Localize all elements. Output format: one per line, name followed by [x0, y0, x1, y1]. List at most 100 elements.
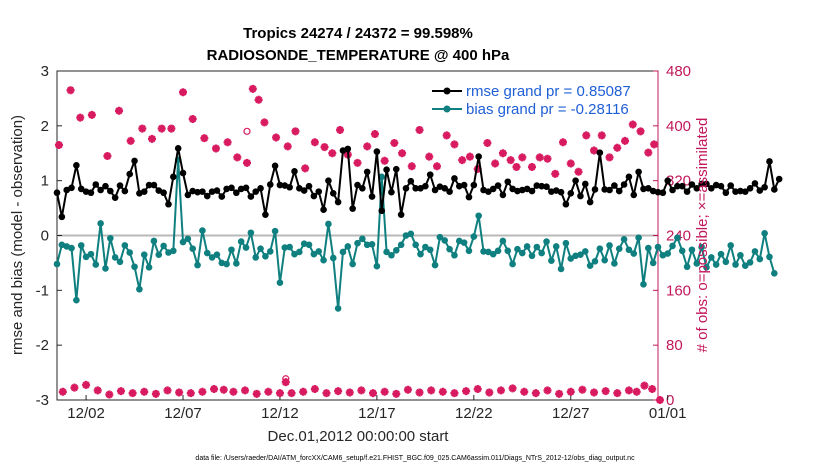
obs-assimilated-point — [390, 138, 399, 147]
y-left-tick-label: 3 — [41, 63, 49, 80]
obs-assimilated-point — [506, 156, 515, 165]
bias-point — [325, 220, 332, 228]
bias-point — [606, 242, 613, 249]
rmse-point — [640, 185, 647, 193]
obs-assimilated-point — [518, 153, 527, 162]
rmse-point — [557, 188, 565, 196]
bias-point — [426, 246, 434, 254]
rmse-series — [53, 145, 783, 221]
rmse-point — [276, 181, 284, 189]
rmse-point — [567, 189, 575, 197]
bias-point — [552, 243, 560, 250]
bias-point — [102, 265, 109, 272]
bias-point — [470, 233, 478, 240]
obs-assimilated-point — [527, 162, 536, 171]
bias-point — [766, 253, 773, 261]
obs-assimilated-point — [82, 380, 91, 389]
rmse-point — [257, 185, 264, 192]
bias-point — [756, 255, 764, 263]
obs-assimilated-point — [555, 389, 564, 398]
bias-point — [596, 245, 604, 252]
bias-point — [111, 254, 119, 261]
y-left-tick-label: 1 — [41, 173, 49, 190]
bias-point — [567, 255, 575, 262]
bias-point — [528, 252, 536, 260]
obs-assimilated-point — [398, 149, 407, 158]
bias-point — [354, 239, 361, 247]
obs-assimilated-point — [188, 114, 197, 123]
bias-point — [746, 259, 754, 266]
rmse-point — [611, 182, 618, 189]
obs-assimilated-point — [407, 162, 416, 171]
rmse-point — [698, 180, 705, 188]
rmse-point — [203, 192, 211, 200]
bias-point — [412, 241, 419, 249]
rmse-point — [397, 211, 405, 218]
rmse-point — [126, 170, 134, 178]
obs-possible-point — [282, 375, 290, 383]
bias-point — [87, 250, 95, 258]
obs-assimilated-point — [353, 158, 362, 167]
y-axis-left-label: rmse and bias (model - observation) — [9, 115, 26, 355]
rmse-point — [581, 180, 589, 188]
obs-count-series — [54, 84, 664, 404]
bias-point — [199, 227, 206, 234]
obs-assimilated-point — [210, 385, 219, 394]
bias-point — [630, 250, 638, 257]
rmse-point — [145, 181, 153, 189]
left-axis: 3 2 1 0 -1 -2 -3 — [36, 63, 62, 409]
x-tick-label: 01/01 — [649, 405, 687, 422]
obs-assimilated-point — [551, 169, 560, 178]
obs-assimilated-point — [310, 138, 319, 147]
rmse-point — [68, 184, 75, 192]
rmse-point — [606, 186, 613, 194]
rmse-point — [121, 187, 129, 195]
bias-point — [320, 256, 327, 264]
obs-assimilated-point — [485, 388, 494, 397]
rmse-point — [771, 186, 778, 193]
obs-assimilated-point — [415, 388, 424, 397]
rmse-point — [741, 188, 749, 195]
rmse-point — [732, 188, 739, 195]
bias-point — [645, 244, 652, 252]
rmse-point — [325, 177, 332, 184]
bias-point — [722, 258, 730, 266]
obs-assimilated-point — [264, 387, 273, 396]
obs-assimilated-point — [621, 136, 630, 145]
obs-assimilated-point — [310, 385, 319, 394]
rmse-point — [543, 183, 550, 190]
obs-assimilated-point — [254, 95, 263, 104]
rmse-point — [329, 189, 337, 197]
rmse-point — [349, 205, 356, 212]
rmse-point — [291, 168, 298, 175]
obs-assimilated-point — [275, 389, 284, 398]
bias-point — [615, 245, 623, 252]
bias-point — [344, 243, 352, 250]
obs-assimilated-point — [543, 386, 552, 395]
rmse-point — [737, 187, 744, 195]
bias-point — [436, 233, 444, 241]
rmse-point — [412, 185, 419, 192]
rmse-point — [470, 181, 478, 189]
rmse-point — [727, 182, 735, 189]
rmse-point — [528, 187, 536, 195]
x-tick-label: 12/12 — [261, 405, 299, 422]
obs-assimilated-point — [496, 386, 505, 395]
rmse-point — [388, 188, 395, 196]
obs-assimilated-point — [322, 389, 331, 398]
bias-point — [548, 257, 555, 265]
bias-point — [189, 245, 197, 252]
y-left-tick-label: -3 — [36, 392, 49, 409]
bias-point — [296, 248, 303, 256]
obs-assimilated-point — [58, 387, 67, 396]
x-axis: 12/02 12/07 12/12 12/17 12/22 12/27 01/01 — [67, 395, 686, 422]
obs-assimilated-point — [363, 142, 372, 151]
obs-assimilated-point — [613, 143, 622, 152]
rmse-point — [165, 200, 172, 208]
bias-point — [654, 243, 662, 251]
obs-assimilated-point — [442, 131, 451, 140]
bias-point — [761, 230, 768, 237]
bias-point — [349, 260, 356, 268]
rmse-point — [131, 157, 138, 165]
